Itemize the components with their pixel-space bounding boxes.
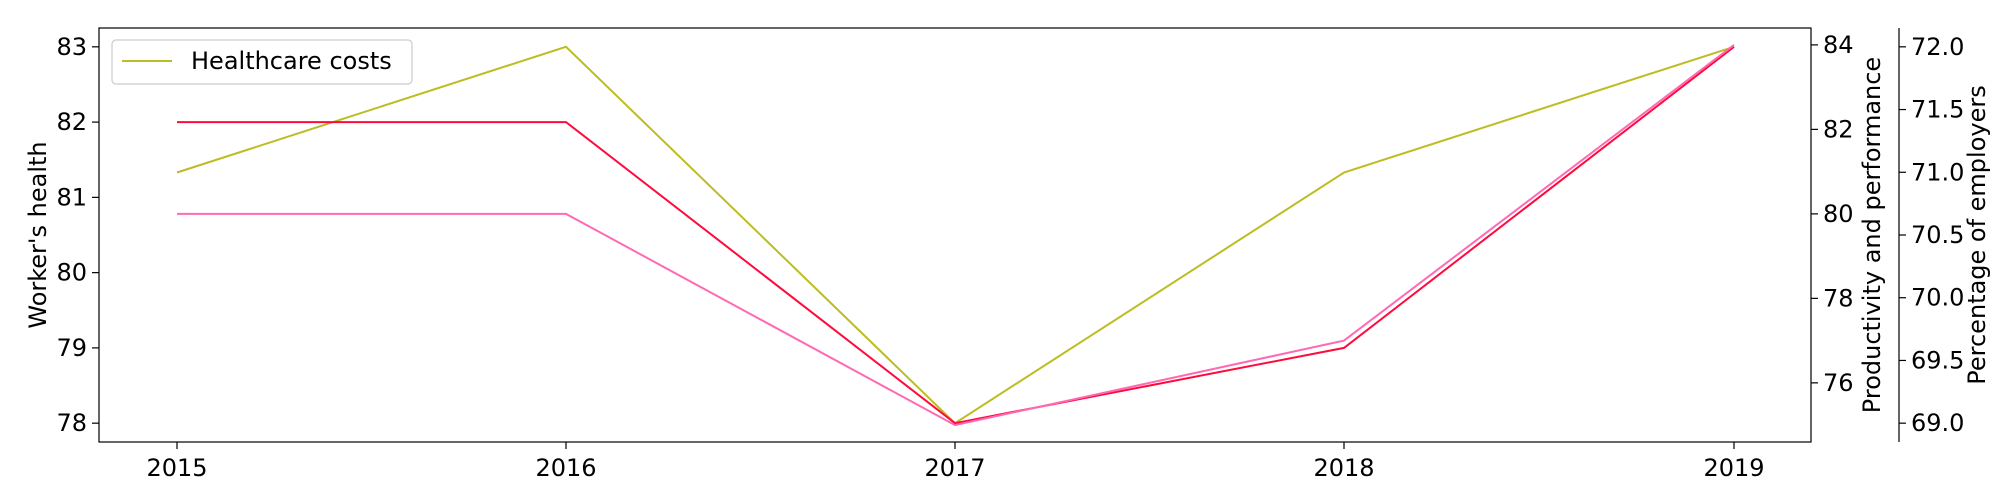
legend: Healthcare costs: [111, 39, 413, 85]
y-right2-tick-label: 70.0: [1911, 284, 1964, 312]
x-tick-label: 2017: [924, 454, 985, 482]
y-right2-tick-label: 69.0: [1911, 409, 1964, 437]
y-right2-tick-label: 69.5: [1911, 346, 1964, 374]
legend-box: [111, 39, 413, 85]
y-axis-right-productivity: 76 78 80 82 84: [1811, 31, 1854, 397]
series-line-1: [177, 46, 1735, 425]
y-right1-tick-label: 84: [1823, 31, 1854, 59]
y-axis-right2-title: Percentage of employers: [1963, 85, 1991, 384]
y-right2-tick-label: 72.0: [1911, 33, 1964, 61]
y-left-tick-label: 81: [56, 183, 87, 211]
y-left-tick-label: 83: [56, 33, 87, 61]
y-right1-tick-label: 76: [1823, 369, 1854, 397]
y-left-tick-label: 82: [56, 108, 87, 136]
x-tick-label: 2016: [535, 454, 596, 482]
x-tick-label: 2019: [1703, 454, 1764, 482]
legend-label-healthcare-costs: Healthcare costs: [191, 47, 392, 75]
y-axis-left-title: Worker's health: [24, 141, 52, 328]
y-right1-tick-label: 82: [1823, 115, 1854, 143]
y-axis-left: 78 79 80 81 82 83: [56, 33, 99, 437]
y-right1-tick-label: 80: [1823, 200, 1854, 228]
x-axis: 2015 2016 2017 2018 2019: [146, 442, 1765, 482]
y-left-tick-label: 80: [56, 259, 87, 287]
x-tick-label: 2018: [1313, 454, 1374, 482]
series-line-2: [177, 44, 1735, 427]
y-right1-tick-label: 78: [1823, 284, 1854, 312]
y-right2-tick-label: 70.5: [1911, 221, 1964, 249]
x-tick-label: 2015: [146, 454, 207, 482]
y-left-tick-label: 78: [56, 409, 87, 437]
plot-area: [98, 27, 1812, 443]
y-right2-tick-label: 71.5: [1911, 96, 1964, 124]
series-layer: [176, 44, 1735, 427]
y-axis-right-percentage: 69.0 69.5 70.0 70.5 71.0 71.5 72.0: [1898, 28, 1964, 442]
y-right2-tick-label: 71.0: [1911, 158, 1964, 186]
y-left-tick-label: 79: [56, 334, 87, 362]
y-axis-right1-title: Productivity and performance: [1858, 57, 1886, 413]
